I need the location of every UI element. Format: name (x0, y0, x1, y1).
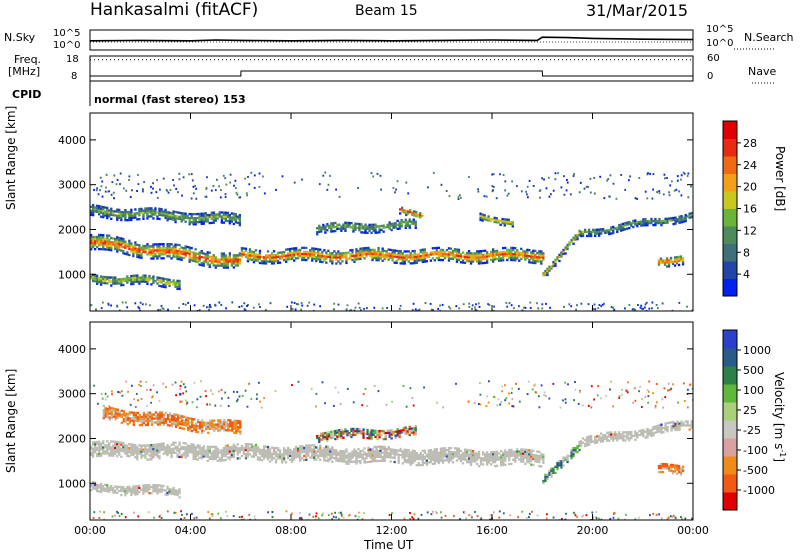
power-ytick-label: 4000 (58, 134, 86, 147)
nsky-tick-low: 10^0 (53, 40, 81, 51)
freq-label-line1: Freq. (14, 53, 42, 66)
power-ytick-label: 1000 (58, 268, 86, 281)
power-colorbar-tick-label: 20 (743, 181, 757, 194)
time-xtick-label: 00:00 (677, 524, 709, 537)
nsearch-label: N.Search (744, 31, 794, 44)
velocity-ytick-label: 4000 (58, 343, 86, 356)
time-xlabel: Time UT (364, 538, 414, 552)
power-colorbar-tick-label: 16 (743, 203, 757, 216)
freq-label-line2: [MHz] (8, 65, 41, 78)
power-colorbar-tick-label: 8 (743, 246, 750, 259)
nsky-line (89, 36, 694, 42)
nave-label: Nave (748, 65, 777, 78)
time-xtick-label: 16:00 (476, 524, 508, 537)
nsearch-tick-low: 10^0 (706, 38, 734, 49)
power-ytick-label: 3000 (58, 179, 86, 192)
nave-tick-high: 60 (707, 53, 720, 64)
freq-tick-high: 18 (66, 54, 79, 65)
time-xtick-label: 12:00 (376, 524, 408, 537)
freq-tick-low: 8 (71, 71, 78, 82)
date-label: 31/Mar/2015 (586, 1, 689, 20)
nsearch-tick-high: 10^5 (706, 24, 734, 35)
nsky-label: N.Sky (4, 31, 36, 44)
freq-line (90, 70, 693, 77)
beam-label: Beam 15 (355, 3, 418, 19)
power-colorbar-tick-label: 28 (743, 137, 757, 150)
nsky-tick-high: 10^5 (53, 28, 81, 39)
velocity-colorbar-tick-label: 25 (743, 404, 757, 417)
velocity-colorbar-tick-label: -1000 (743, 484, 775, 497)
velocity-colorbar-tick-label: -25 (743, 424, 761, 437)
freq-strip-frame (89, 55, 694, 82)
velocity-colorbar-tick-label: -500 (743, 464, 768, 477)
nave-tick-low: 0 (707, 71, 714, 82)
power-colorbar-tick-label: 24 (743, 159, 757, 172)
velocity-colorbar-tick-label: 500 (743, 364, 764, 377)
velocity-ytick-label: 2000 (58, 432, 86, 445)
cpid-mode-label: normal (fast stereo) 153 (94, 93, 246, 106)
power-colorbar-tick-label: 12 (743, 224, 757, 237)
power-ytick-label: 2000 (58, 223, 86, 236)
station-title: Hankasalmi (fitACF) (90, 0, 259, 20)
time-xtick-label: 00:00 (74, 524, 106, 537)
velocity-colorbar-tick-label: 1000 (743, 344, 771, 357)
time-xtick-label: 08:00 (275, 524, 307, 537)
power-colorbar-tick-label: 4 (743, 268, 750, 281)
velocity-colorbar-tick-label: -100 (743, 444, 768, 457)
time-xtick-label: 04:00 (175, 524, 207, 537)
velocity-ytick-label: 1000 (58, 477, 86, 490)
time-xtick-label: 20:00 (577, 524, 609, 537)
cpid-label: CPID (12, 88, 42, 101)
velocity-ytick-label: 3000 (58, 388, 86, 401)
velocity-colorbar-tick-label: 100 (743, 384, 764, 397)
velocity-colorbar (722, 329, 738, 511)
